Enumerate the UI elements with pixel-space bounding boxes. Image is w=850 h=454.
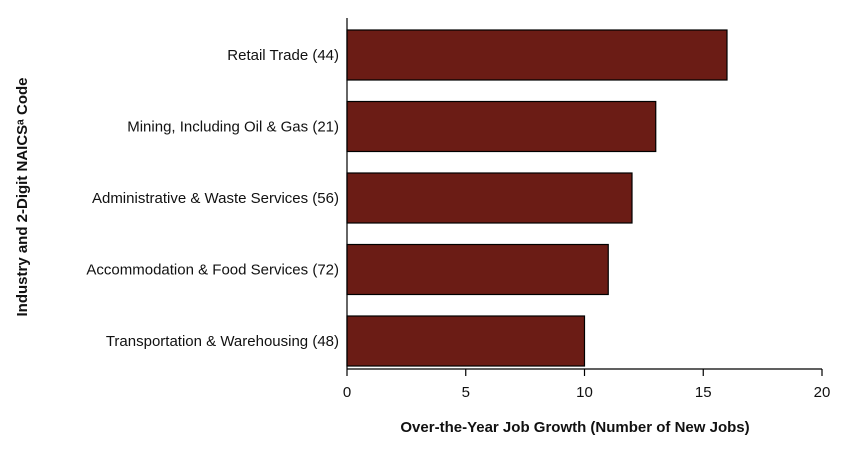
bar — [346, 243, 609, 296]
x-tick-label: 0 — [343, 384, 351, 401]
x-tick-label: 5 — [462, 384, 470, 401]
x-tick-label: 15 — [695, 384, 712, 401]
x-tick-label: 20 — [814, 384, 831, 401]
x-axis-title: Over-the-Year Job Growth (Number of New … — [400, 419, 749, 436]
bar — [346, 315, 586, 367]
category-label: Accommodation & Food Services (72) — [86, 262, 339, 279]
category-label: Administrative & Waste Services (56) — [92, 190, 339, 207]
x-axis-ticks: 0 5 10 15 20 — [343, 369, 831, 401]
category-label: Mining, Including Oil & Gas (21) — [127, 119, 339, 136]
bar — [346, 29, 728, 81]
bars-group — [346, 29, 728, 367]
bar — [346, 100, 657, 153]
category-label: Retail Trade (44) — [227, 47, 339, 64]
x-tick-label: 10 — [576, 384, 593, 401]
y-axis-title: Industry and 2-Digit NAICSᵃ Code — [14, 77, 31, 316]
bar — [346, 172, 633, 224]
category-label: Transportation & Warehousing (48) — [106, 333, 339, 350]
category-labels: Retail Trade (44) Mining, Including Oil &… — [86, 47, 339, 350]
